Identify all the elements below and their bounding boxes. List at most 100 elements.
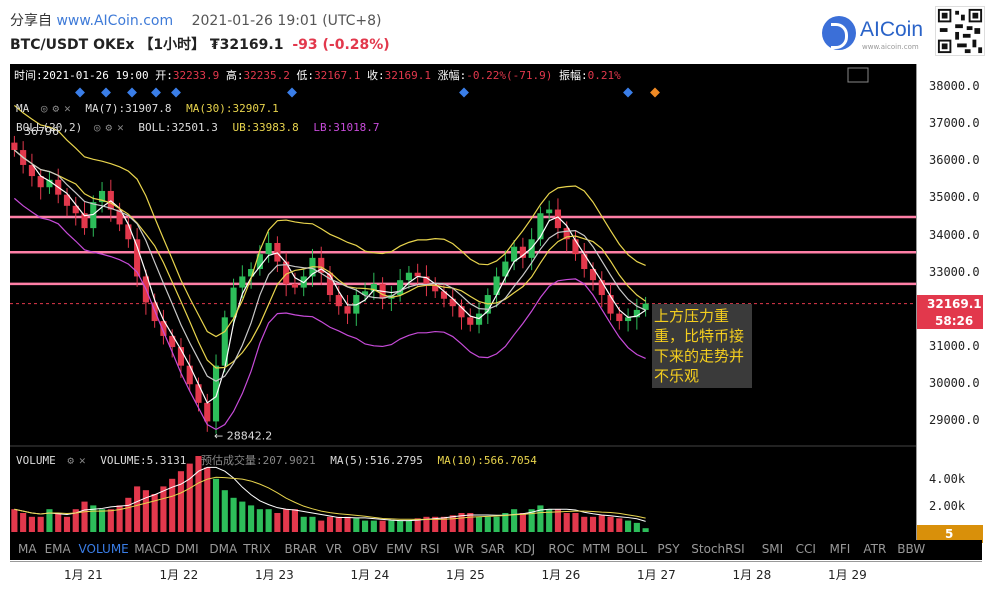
indicator-tab-volume[interactable]: VOLUME [78, 542, 129, 556]
ma-legend[interactable]: MA ◎ ⚙ ✕ MA(7):31907.8 MA(30):32907.1 [16, 102, 279, 115]
site-link[interactable]: www.AICoin.com [56, 13, 174, 29]
ma30-value: MA(30):32907.1 [186, 102, 279, 115]
candle-body [625, 317, 632, 322]
event-diamond-icon [75, 87, 85, 98]
candle-body [28, 164, 35, 177]
event-diamond-icon [101, 87, 111, 98]
chg-value: -0.22%(-71.9) [466, 69, 553, 82]
settings-icon[interactable]: ⚙ [52, 102, 60, 115]
indicator-tab-roc[interactable]: ROC [548, 542, 575, 556]
indicator-tab-cci[interactable]: CCI [795, 542, 816, 556]
boll-legend[interactable]: BOLL(20,2) ◎ ⚙ ✕ BOLL:32501.3 UB:33983.8 L… [16, 121, 380, 134]
candle-body [493, 276, 500, 296]
eye-icon[interactable]: ◎ [40, 102, 48, 115]
boll-value: BOLL:32501.3 [138, 121, 218, 134]
indicator-tab-wr[interactable]: WR [454, 542, 475, 556]
price-axis[interactable]: 38000.0 37000.0 36000.0 35000.0 34000.0 33000… [916, 64, 983, 543]
indicator-tab-macd[interactable]: MACD [134, 542, 171, 556]
volume-bar [134, 486, 141, 532]
price-tick-label: 31000.0 [929, 339, 980, 354]
indicator-tab-vr[interactable]: VR [325, 542, 343, 556]
close-icon[interactable]: ✕ [117, 121, 124, 134]
close-icon[interactable]: ✕ [64, 102, 71, 115]
indicator-tab-emv[interactable]: EMV [386, 542, 413, 556]
indicator-tab-stochrsi[interactable]: StochRSI [691, 542, 745, 556]
event-diamond-icon [151, 87, 161, 98]
indicator-tab-dmi[interactable]: DMI [175, 542, 199, 556]
kline-canvas[interactable]: 36796 ← 28842.2 [10, 64, 916, 540]
candle-body [81, 213, 88, 229]
candle-body [616, 313, 623, 322]
candle-body [248, 269, 255, 277]
candle-body [72, 205, 79, 214]
volume-bar [283, 509, 290, 532]
indicator-tab-rsi[interactable]: RSI [420, 542, 440, 556]
countdown-label: 58:26 [917, 312, 983, 329]
volume-tick-label: 2.00k [929, 499, 966, 513]
indicator-tab-atr[interactable]: ATR [863, 542, 887, 556]
volume-bar [370, 520, 377, 532]
volume-bar [37, 516, 44, 532]
candle-body [598, 280, 605, 296]
settings-icon[interactable]: ⚙ [67, 454, 74, 467]
candle-body [537, 213, 544, 240]
indicator-tab-ema[interactable]: EMA [44, 542, 71, 556]
candle-body [335, 295, 342, 307]
eye-icon[interactable]: ◎ [93, 121, 101, 134]
volume-bar [475, 516, 483, 532]
volume-legend[interactable]: VOLUME ⚙ ✕ VOLUME:5.3131 预估成交量:207.9021 M… [16, 452, 537, 468]
ohlc-readout: 时间:2021-01-26 19:00 开:32233.9 高:32235.2 … [14, 67, 621, 83]
candle-body [467, 317, 474, 325]
low-value: 32167.1 [314, 69, 361, 82]
indicator-tab-mfi[interactable]: MFI [829, 542, 851, 556]
volume-bar [581, 516, 588, 532]
indicator-tab-trix[interactable]: TRIX [243, 542, 271, 556]
volume-bar [221, 490, 228, 532]
volume-bar [397, 520, 404, 532]
date-tick-label: 1月 25 [446, 568, 485, 582]
indicator-tab-smi[interactable]: SMI [761, 542, 784, 556]
candle-body [642, 303, 649, 310]
indicator-tab-mtm[interactable]: MTM [582, 542, 611, 556]
indicator-tab-kdj[interactable]: KDJ [514, 542, 536, 556]
candle-body [607, 295, 614, 314]
volume-bar [142, 490, 149, 532]
volume-bar [326, 516, 334, 532]
candle-body [116, 209, 123, 225]
volume-bar [256, 509, 263, 532]
volume-bar [493, 516, 500, 532]
candle-body [519, 246, 526, 258]
candle-body [63, 194, 71, 206]
volume-bar [440, 516, 448, 532]
candle-body [414, 272, 421, 277]
ub-value: UB:33983.8 [232, 121, 299, 134]
kline-chart[interactable]: 36796 ← 28842.2 时间:2021-01-26 19:00 开:322… [10, 64, 916, 540]
volume-bar [20, 513, 27, 532]
settings-icon[interactable]: ⚙ [105, 121, 113, 134]
volume-bar [169, 478, 176, 532]
date-tick-label: 1月 24 [350, 568, 390, 582]
volume-bar [467, 513, 474, 532]
volume-bar [423, 516, 430, 532]
volume-bar [239, 501, 246, 532]
candle-body [563, 228, 570, 240]
indicator-tab-boll[interactable]: BOLL [616, 542, 648, 556]
indicator-tab-ma[interactable]: MA [18, 542, 37, 556]
candle-body [239, 276, 246, 288]
close-icon[interactable]: ✕ [79, 454, 86, 467]
indicator-tab-dma[interactable]: DMA [209, 542, 238, 556]
volume-bar [265, 509, 272, 532]
low-marker: ← 28842.2 [214, 429, 272, 442]
indicator-tab-bbw[interactable]: BBW [897, 542, 926, 556]
candle-body [458, 306, 465, 318]
indicator-tab-obv[interactable]: OBV [352, 542, 378, 556]
volume-value: VOLUME:5.3131 [100, 454, 187, 467]
volume-bar [204, 467, 211, 532]
indicator-tab-sar[interactable]: SAR [480, 542, 505, 556]
candle-body [125, 224, 132, 240]
indicator-tab-brar[interactable]: BRAR [284, 542, 318, 556]
volume-bar [405, 520, 412, 532]
share-timestamp: 2021-01-26 19:01 (UTC+8) [191, 13, 382, 29]
candle-body [370, 283, 377, 292]
indicator-tab-psy[interactable]: PSY [657, 542, 680, 556]
